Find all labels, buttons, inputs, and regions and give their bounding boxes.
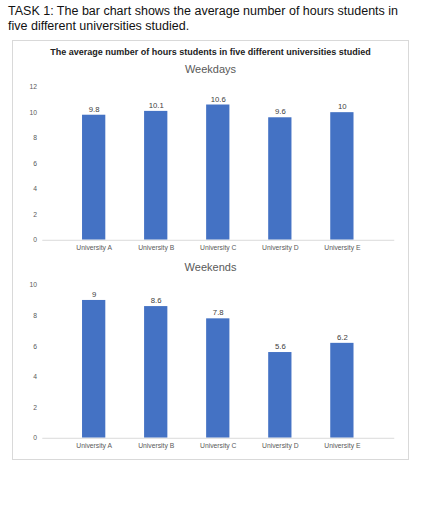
svg-text:University C: University C bbox=[200, 244, 237, 252]
svg-text:0: 0 bbox=[33, 236, 37, 243]
svg-text:10: 10 bbox=[29, 282, 37, 289]
svg-text:8: 8 bbox=[33, 134, 37, 141]
svg-text:7.8: 7.8 bbox=[213, 309, 224, 318]
svg-text:9.8: 9.8 bbox=[89, 105, 100, 114]
svg-text:2: 2 bbox=[33, 211, 37, 218]
svg-text:University B: University B bbox=[138, 442, 175, 450]
svg-text:University A: University A bbox=[76, 442, 112, 450]
svg-text:University E: University E bbox=[324, 244, 361, 252]
svg-text:University A: University A bbox=[76, 244, 112, 252]
svg-text:University D: University D bbox=[262, 442, 299, 450]
svg-text:0: 0 bbox=[33, 435, 37, 442]
html-text:Weekdays: Weekdays bbox=[184, 63, 237, 75]
svg-text:9: 9 bbox=[92, 290, 96, 299]
svg-text:10.6: 10.6 bbox=[211, 95, 226, 104]
svg-text:4: 4 bbox=[33, 185, 37, 192]
svg-text:8.6: 8.6 bbox=[151, 296, 162, 305]
svg-text:6: 6 bbox=[33, 343, 37, 350]
svg-text:4: 4 bbox=[33, 373, 37, 380]
svg-text:University D: University D bbox=[262, 244, 299, 252]
svg-text:12: 12 bbox=[29, 83, 37, 90]
svg-text:8: 8 bbox=[33, 312, 37, 319]
svg-text:University C: University C bbox=[200, 442, 237, 450]
html-text:TASK 1: The bar chart shows th: TASK 1: The bar chart shows the average … bbox=[8, 4, 398, 33]
html-text:Weekends: Weekends bbox=[184, 261, 237, 274]
svg-text:10: 10 bbox=[29, 109, 37, 116]
svg-text:10.1: 10.1 bbox=[149, 101, 164, 110]
svg-text:2: 2 bbox=[33, 404, 37, 411]
html-text:The average number of hours st: The average number of hours students in … bbox=[50, 47, 371, 57]
svg-text:9.6: 9.6 bbox=[275, 107, 286, 116]
svg-text:University B: University B bbox=[138, 244, 175, 252]
svg-text:6.2: 6.2 bbox=[337, 333, 348, 342]
svg-text:6: 6 bbox=[33, 160, 37, 167]
svg-text:University E: University E bbox=[324, 442, 361, 450]
svg-text:10: 10 bbox=[338, 102, 347, 111]
svg-text:5.6: 5.6 bbox=[275, 342, 286, 351]
